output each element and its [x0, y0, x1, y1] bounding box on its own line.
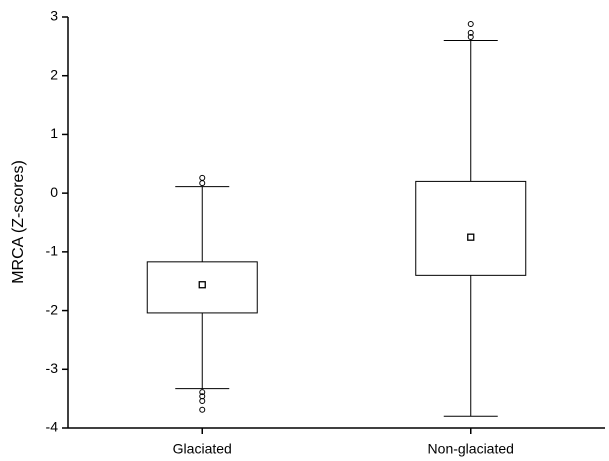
- outlier: [199, 180, 206, 187]
- outlier: [199, 406, 206, 413]
- box: [415, 180, 527, 276]
- y-tick-label: 3: [50, 8, 58, 24]
- mean-marker: [467, 233, 475, 241]
- outlier: [199, 174, 206, 181]
- y-tick-label: -1: [46, 243, 59, 259]
- y-tick-label: -4: [46, 419, 59, 435]
- y-tick-label: 2: [50, 66, 58, 82]
- outlier: [199, 397, 206, 404]
- y-tick-label: 0: [50, 184, 58, 200]
- outlier: [467, 33, 474, 40]
- y-tick-label: -2: [46, 301, 59, 317]
- x-tick-label: Glaciated: [173, 441, 232, 457]
- y-tick-label: 1: [50, 125, 58, 141]
- outlier: [467, 21, 474, 28]
- x-tick-label: Non-glaciated: [428, 441, 514, 457]
- outlier: [199, 389, 206, 396]
- mean-marker: [198, 281, 206, 289]
- y-tick-label: -3: [46, 360, 59, 376]
- y-axis-label: MRCA (Z-scores): [10, 160, 27, 284]
- outlier: [467, 29, 474, 36]
